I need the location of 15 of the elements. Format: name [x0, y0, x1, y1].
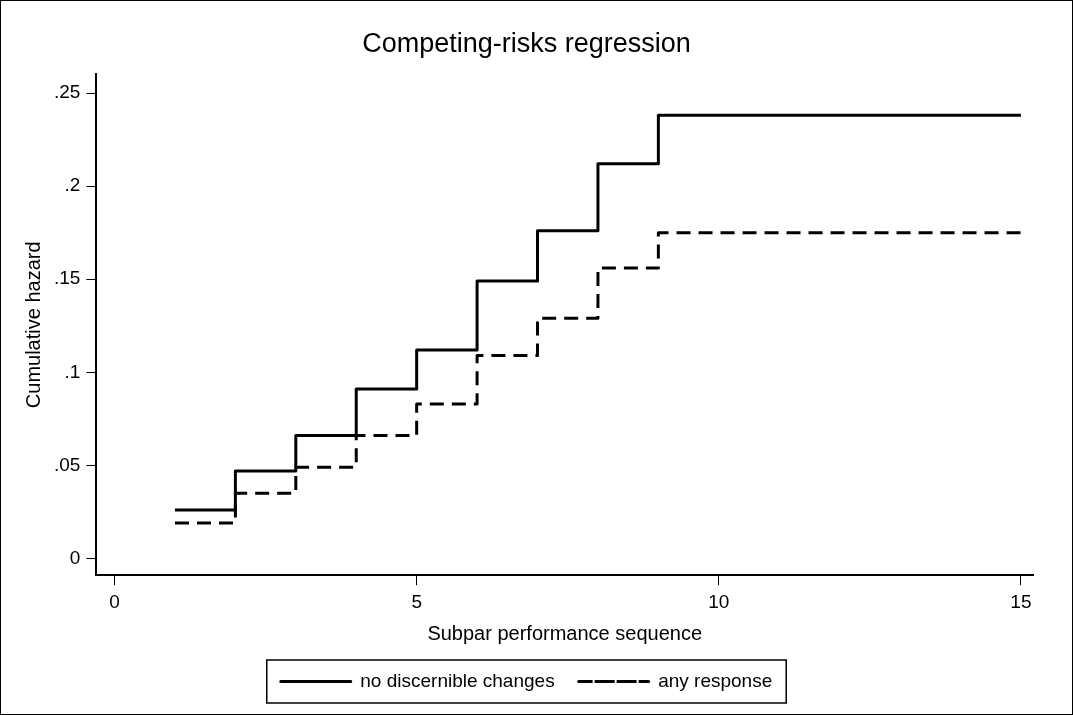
y-tick-label: 0 — [69, 546, 81, 568]
legend-label: any response — [658, 669, 773, 691]
legend-label: no discernible changes — [360, 669, 555, 691]
y-tick-label: .2 — [64, 174, 81, 196]
chart-title: Competing-risks regression — [362, 27, 691, 58]
x-tick-label: 0 — [109, 590, 120, 612]
y-tick-label: .25 — [53, 81, 81, 103]
y-tick-label: .15 — [53, 267, 81, 289]
x-axis-title: Subpar performance sequence — [427, 621, 703, 644]
x-tick-label: 10 — [708, 590, 730, 612]
x-tick-label: 5 — [411, 590, 422, 612]
y-tick-label: .05 — [53, 453, 81, 475]
y-axis-title: Cumulative hazard — [21, 241, 44, 409]
x-tick-label: 15 — [1010, 590, 1032, 612]
y-tick-label: .1 — [64, 360, 81, 382]
